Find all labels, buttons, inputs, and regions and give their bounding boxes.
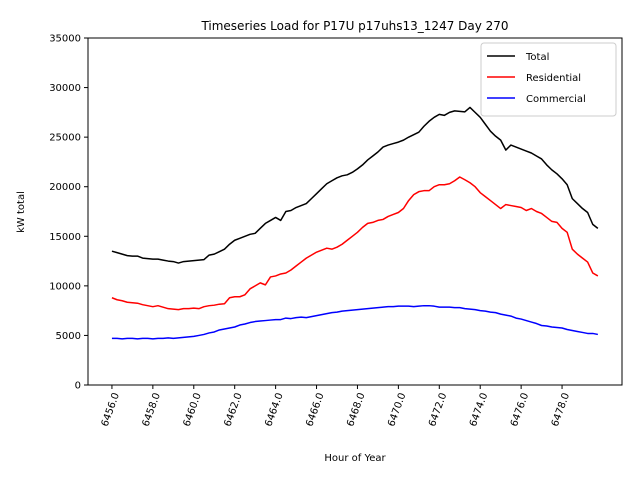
series-layer	[111, 106, 599, 340]
legend-label-commercial: Commercial	[526, 94, 586, 105]
y-tick-label: 35000	[49, 34, 81, 45]
y-axis-label: kW total	[16, 191, 27, 233]
chart-title: Timeseries Load for P17U p17uhs13_1247 D…	[200, 19, 508, 33]
legend: Total Residential Commercial	[480, 42, 617, 117]
series-line-total	[111, 106, 599, 264]
series-line-commercial	[111, 304, 599, 340]
y-axis-ticks: 0 5000 10000 15000 20000 25000 30000 35000	[49, 34, 88, 392]
y-tick-label: 10000	[49, 281, 81, 292]
x-axis-label: Hour of Year	[324, 453, 386, 464]
y-tick-label: 25000	[49, 133, 81, 144]
series-line-residential	[111, 176, 599, 311]
y-tick-label: 30000	[49, 83, 81, 94]
legend-label-residential: Residential	[526, 73, 581, 84]
y-tick-label: 20000	[49, 182, 81, 193]
y-tick-label: 15000	[49, 232, 81, 243]
plot-frame	[87, 37, 623, 386]
y-tick-label: 5000	[56, 331, 81, 342]
legend-label-total: Total	[525, 52, 549, 63]
y-tick-label: 0	[75, 381, 81, 392]
